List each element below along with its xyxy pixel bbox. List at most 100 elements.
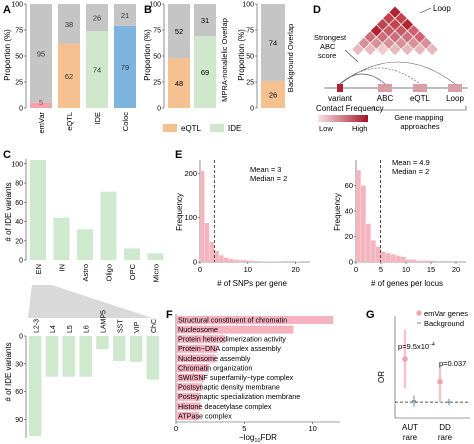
panel-b-left-y-tick-label: 75	[153, 28, 161, 35]
panel-e2-ylabel: Frequency	[333, 193, 342, 231]
bar-oligo	[100, 191, 117, 260]
legend-marker-emvar	[416, 310, 422, 316]
panel-b-right-ylabel: Proportion (%)	[237, 29, 246, 81]
hist-bar	[431, 260, 436, 262]
panel-b-right-y-tick-label: 0	[250, 106, 254, 113]
x-tick-label: emVar	[37, 112, 46, 134]
e1-median-label: Median = 2	[250, 174, 287, 183]
y-tick-label: 100	[184, 213, 197, 222]
bar-value-label: 38	[65, 20, 73, 29]
panel-a-y-tick-label: 75	[15, 28, 23, 35]
sub-bar-vip	[129, 336, 143, 362]
abc-gene-box	[378, 84, 392, 92]
panel-d: D Loop Strongest ABC score variant ABC e…	[313, 4, 468, 133]
bar-ide-lower	[194, 36, 216, 108]
go-bar	[176, 344, 217, 353]
hist-bar	[421, 260, 426, 262]
contact-cell	[425, 42, 439, 57]
panel-f-xlabel: −log10FDR	[239, 433, 277, 444]
go-term-label: Postsynaptic specialization membrane	[178, 392, 300, 401]
panel-a-ylabel: Proportion (%)	[3, 29, 12, 81]
x-tick-label: 10	[244, 265, 252, 274]
go-bar	[176, 364, 209, 372]
hist-bar	[214, 250, 219, 262]
panel-g: G OR emVar genes Background p=9.5x10−4 p…	[366, 309, 470, 442]
go-term-label: Histone deacetylase complex	[178, 402, 272, 411]
panel-b-right-y-tick-label: 100	[242, 2, 254, 9]
y-tick-label: 20	[345, 232, 353, 241]
panel-c-y-tick-label: 80	[15, 181, 23, 188]
panel-g-ylabel: OR	[377, 371, 386, 383]
bar-ide-lower	[86, 31, 108, 108]
panel-c-y-tick-label: 40	[15, 219, 23, 226]
variant-marker	[337, 84, 343, 92]
odds-ratio-plot	[395, 329, 470, 407]
legend-label-ide: IDE	[228, 124, 241, 133]
hist-bar	[391, 254, 396, 262]
panel-c-sub-y-tick-label: 60	[15, 389, 23, 396]
panel-a-y-tick-label: 0	[19, 106, 23, 113]
sub-x-tick-label: L4	[50, 325, 57, 333]
hist-bar	[204, 222, 210, 262]
panel-label-b: B	[144, 4, 152, 16]
sub-bar-lamp5	[96, 336, 109, 349]
panel-b-left-yticks: 0 25 50 75 100	[149, 2, 164, 113]
go-bar	[176, 316, 334, 324]
e2-mean-label: Mean = 4.9	[392, 158, 430, 167]
panel-c-sub-y-tick-label: 90	[15, 417, 23, 424]
panel-c-y-tick-label: 100	[11, 161, 23, 168]
panel-e2-xlabel: # of genes per locus	[371, 279, 443, 288]
y-tick-label: 0	[193, 258, 197, 267]
bar-value-label: 21	[121, 11, 129, 20]
sub-x-tick-label: SST	[117, 319, 124, 333]
hist-bar	[411, 259, 416, 262]
bar-value-label: 31	[201, 16, 209, 25]
hist-bar	[243, 260, 248, 262]
bar-value-label: 26	[93, 14, 101, 23]
panel-a-y-tick-label: 100	[11, 2, 23, 9]
panel-b: B Proportion (%) 0 25 50 75 100 48 52 69 31 MPR…	[143, 2, 295, 134]
x-tick-label: Astro	[81, 264, 90, 282]
panel-c-sub-y-tick-label: 30	[15, 361, 23, 368]
x-tick-label: 10	[402, 265, 410, 274]
go-term-label: Protein heterodimerization activity	[178, 335, 286, 344]
bar-value-label: 48	[175, 79, 183, 88]
track-label-variant: variant	[328, 94, 353, 103]
bar-eqtl-upper	[168, 4, 190, 59]
go-term-label: ATPase complex	[178, 411, 232, 420]
sub-x-tick-label: L2-3	[33, 319, 40, 333]
go-bar	[176, 383, 202, 392]
bar-value-label: 5	[39, 98, 43, 107]
loop-arc	[339, 61, 456, 85]
hist-bar	[257, 261, 262, 262]
legend-label-background: Background	[424, 319, 464, 328]
go-bar	[176, 325, 294, 334]
x-tick-label: 0	[198, 265, 202, 274]
y-tick-label: 60	[345, 181, 353, 190]
hist-bar	[401, 256, 406, 262]
bar-eqtl-lower	[58, 43, 80, 108]
go-bar	[176, 335, 226, 344]
bar-value-label: 26	[269, 90, 277, 99]
panel-e1-ylabel: Frequency	[175, 193, 184, 231]
panel-c-sub-yticks: 0 30 60 90	[15, 334, 26, 424]
panel-b-left-y-tick-label: 0	[157, 106, 161, 113]
hist-bar	[200, 171, 205, 262]
go-bar	[176, 402, 201, 411]
hist-bar	[233, 259, 238, 262]
bar-astro	[77, 229, 93, 260]
bar-eqtl-lower	[168, 58, 190, 108]
panel-b-right-y-tick-label: 25	[246, 80, 254, 87]
x-tick-label: Oligo	[105, 264, 114, 282]
hist-bar	[366, 223, 371, 262]
sub-x-tick-label: VIP	[134, 321, 141, 333]
e1-mean-label: Mean = 3	[250, 165, 281, 174]
y-tick-label: 40	[345, 207, 353, 216]
sub-bar-l4	[45, 336, 59, 377]
eqtl-gene-box	[413, 84, 427, 92]
loop-label: Loop	[433, 4, 451, 13]
loop-gene-box	[448, 84, 462, 92]
track-label-loop: Loop	[446, 94, 464, 103]
panel-b-right-bars: 26 74	[261, 4, 285, 108]
